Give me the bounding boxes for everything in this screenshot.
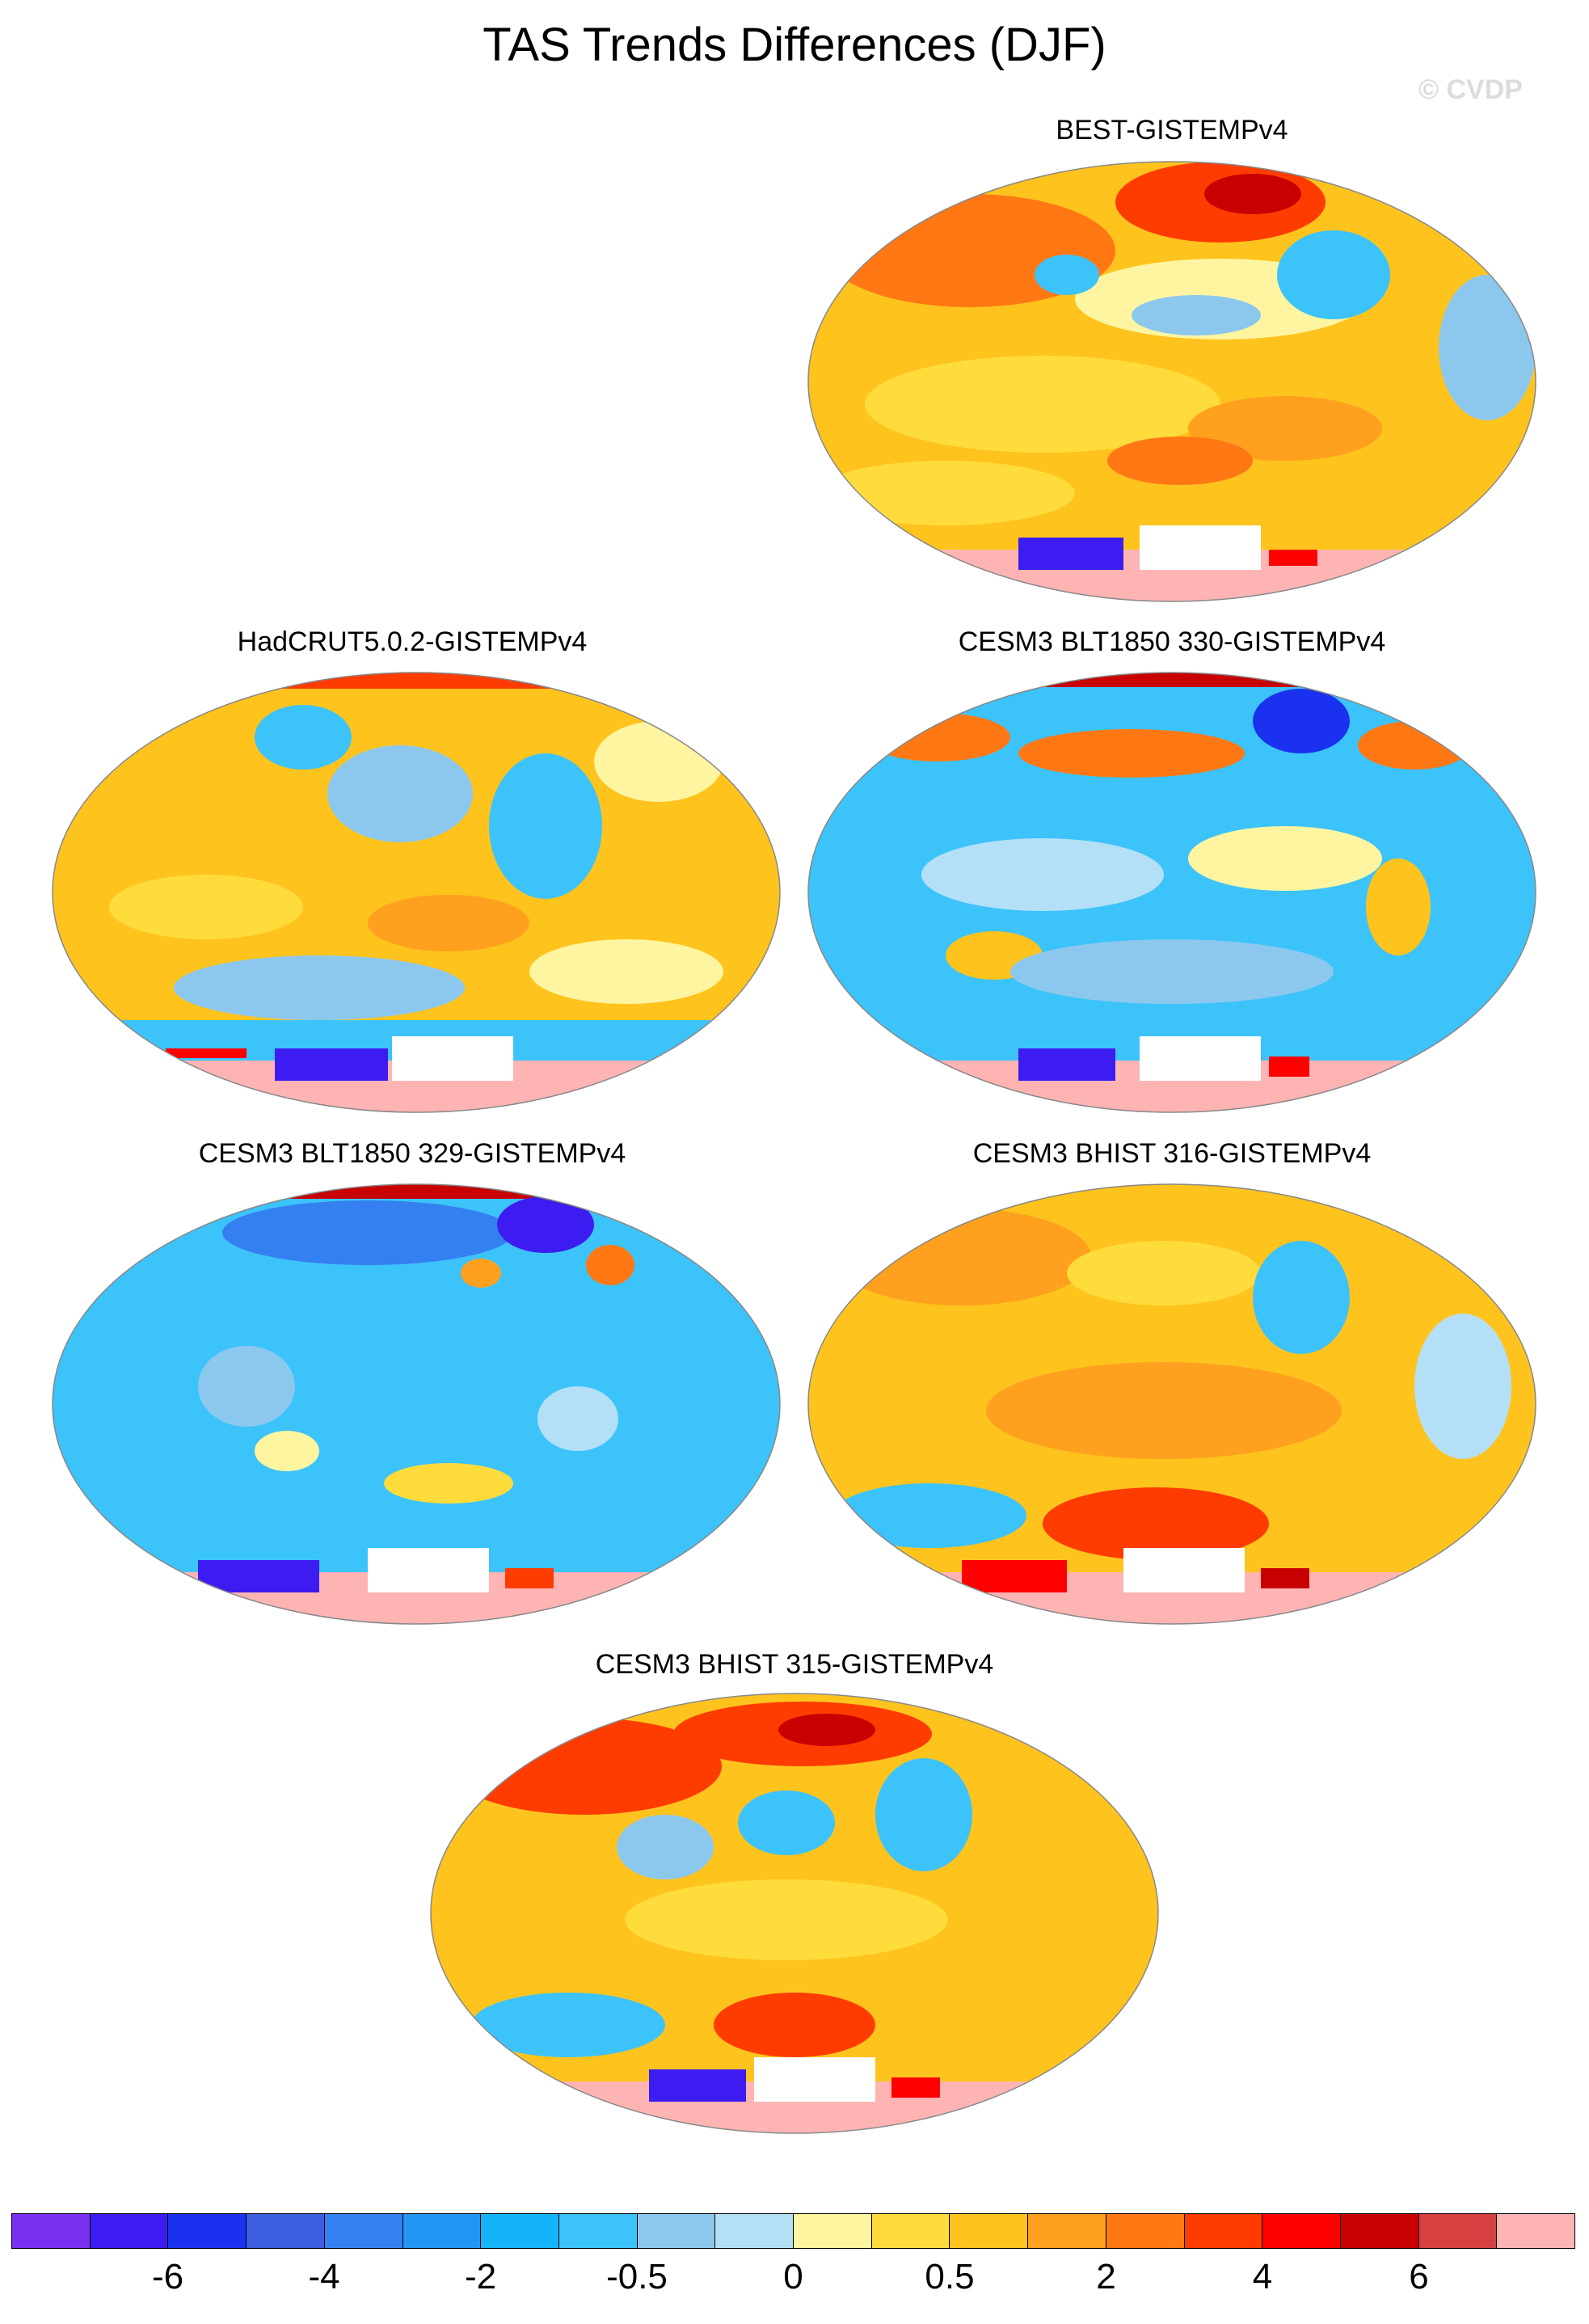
- panel-title-blt330: CESM3 BLT1850 330-GISTEMPv4: [958, 626, 1386, 657]
- colorbar-tick-label: 6: [1409, 2257, 1429, 2297]
- colorbar-swatch: [12, 2214, 91, 2248]
- panel-title-bhist315: CESM3 BHIST 315-GISTEMPv4: [595, 1649, 994, 1680]
- colorbar-swatch: [324, 2214, 403, 2248]
- colorbar-swatch: [1340, 2214, 1419, 2248]
- colorbar-swatch: [794, 2214, 872, 2248]
- colorbar-swatch: [1262, 2214, 1341, 2248]
- colorbar-swatch: [637, 2214, 716, 2248]
- colorbar-swatch: [168, 2214, 247, 2248]
- map-panel-best: [807, 161, 1536, 602]
- map-panel-bhist315: [430, 1693, 1159, 2134]
- colorbar-tick-label: -0.5: [606, 2257, 668, 2297]
- panel-title-bhist316: CESM3 BHIST 316-GISTEMPv4: [972, 1138, 1372, 1169]
- colorbar-swatch: [247, 2214, 325, 2248]
- colorbar-swatch: [558, 2214, 638, 2248]
- colorbar-swatch: [1418, 2214, 1498, 2248]
- colorbar: [11, 2213, 1575, 2249]
- panel-title-best: BEST-GISTEMPv4: [1056, 115, 1288, 146]
- colorbar-tick-label: -2: [464, 2257, 497, 2297]
- colorbar-swatch: [90, 2214, 169, 2248]
- map-panel-blt330: [807, 672, 1536, 1113]
- panel-title-blt329: CESM3 BLT1850 329-GISTEMPv4: [198, 1138, 626, 1169]
- colorbar-swatch: [1106, 2214, 1185, 2248]
- colorbar-tick-label: -6: [151, 2257, 184, 2297]
- colorbar-tick-label: -4: [308, 2257, 340, 2297]
- colorbar-tick-label: 0.5: [925, 2257, 975, 2297]
- panel-title-hadcrut: HadCRUT5.0.2-GISTEMPv4: [237, 626, 588, 657]
- figure-title: TAS Trends Differences (DJF): [483, 19, 1106, 71]
- colorbar-swatch: [403, 2214, 482, 2248]
- colorbar-tick-label: 0: [783, 2257, 803, 2297]
- colorbar-tick-label: 4: [1252, 2257, 1273, 2297]
- colorbar-tick-label: 2: [1096, 2257, 1116, 2297]
- colorbar-swatch: [871, 2214, 950, 2248]
- colorbar-swatch: [1184, 2214, 1263, 2248]
- colorbar-swatch: [1028, 2214, 1106, 2248]
- colorbar-swatch: [950, 2214, 1029, 2248]
- colorbar-swatch: [715, 2214, 794, 2248]
- credit-watermark: © CVDP: [1418, 74, 1523, 105]
- colorbar-swatch: [1497, 2214, 1575, 2248]
- map-panel-bhist316: [807, 1183, 1536, 1625]
- map-panel-hadcrut: [52, 672, 781, 1113]
- colorbar-swatch: [481, 2214, 559, 2248]
- map-panel-blt329: [52, 1183, 781, 1625]
